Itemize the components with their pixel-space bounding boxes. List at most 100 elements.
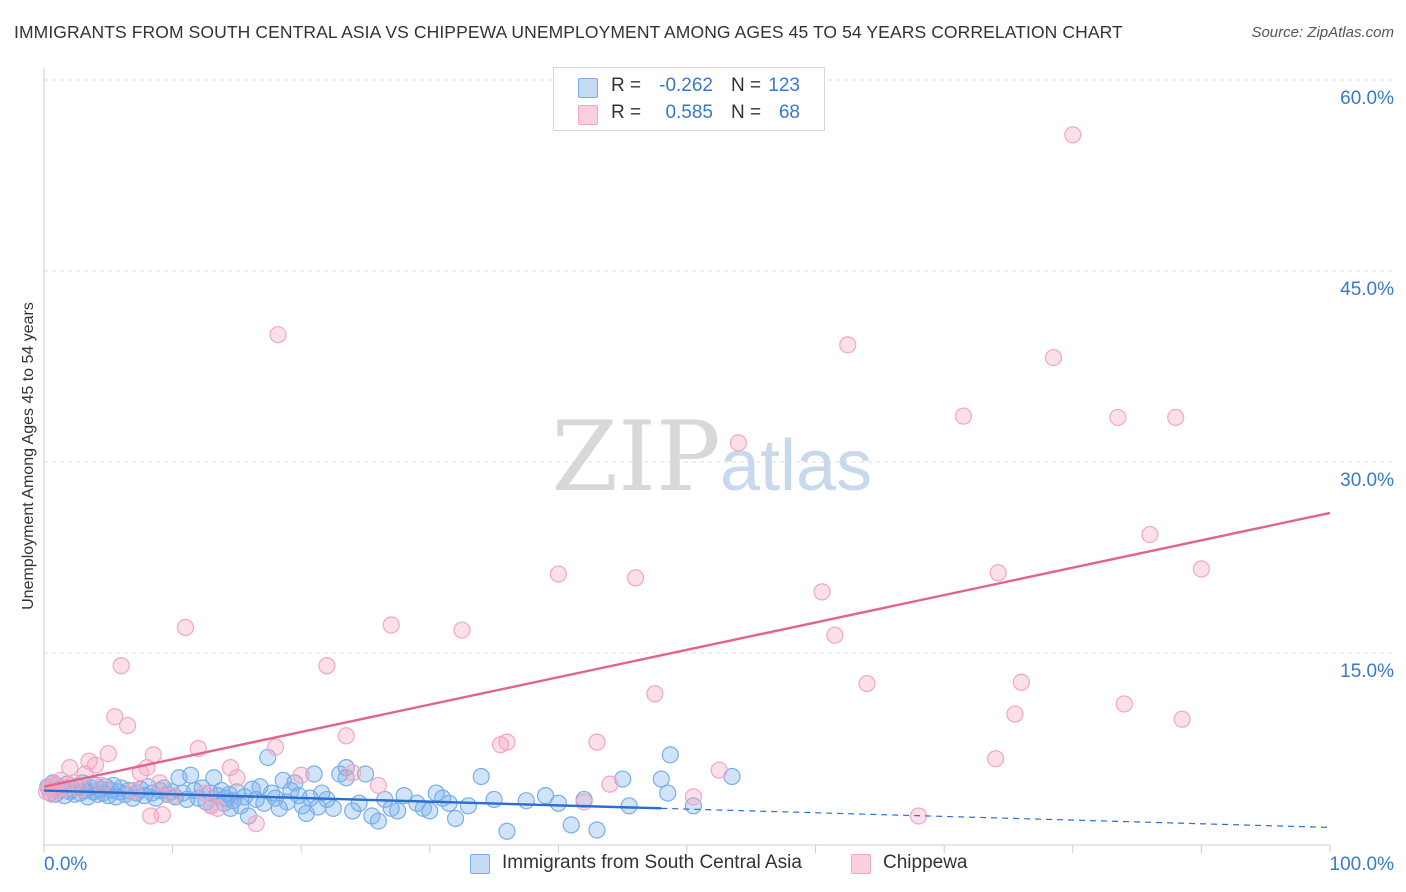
point-chippewa: [71, 780, 89, 798]
point-chippewa: [61, 758, 79, 777]
point-south-central-asia: [472, 767, 490, 786]
x-tick-label-min: 0.0%: [44, 854, 87, 875]
point-chippewa: [269, 326, 287, 344]
legend-r-value: -0.262: [659, 75, 713, 96]
y-tick-label: 30.0%: [1340, 470, 1394, 491]
point-south-central-asia: [356, 765, 375, 783]
point-chippewa: [266, 738, 285, 756]
point-south-central-asia: [324, 799, 342, 817]
point-chippewa: [813, 583, 831, 601]
chart-title: IMMIGRANTS FROM SOUTH CENTRAL ASIA VS CH…: [14, 22, 1123, 42]
point-south-central-asia: [517, 792, 535, 810]
point-south-central-asia: [620, 797, 638, 815]
point-chippewa: [575, 793, 593, 811]
point-chippewa: [221, 758, 240, 777]
correlation-legend: R = -0.262 N = 123 R = 0.585 N = 68: [553, 67, 825, 131]
point-chippewa: [176, 618, 195, 637]
legend-swatch-blue: [578, 78, 598, 98]
legend-n-value: 68: [778, 102, 800, 123]
point-chippewa: [106, 708, 124, 726]
watermark-zip: ZIP: [551, 401, 720, 513]
legend-n-value: 123: [768, 75, 800, 96]
point-chippewa: [1109, 408, 1127, 427]
point-chippewa: [729, 434, 748, 452]
point-chippewa: [93, 776, 111, 795]
point-chippewa: [453, 621, 471, 639]
point-chippewa: [86, 756, 105, 774]
point-chippewa: [1167, 408, 1185, 427]
point-south-central-asia: [549, 794, 568, 812]
bottom-legend-label: Chippewa: [883, 852, 968, 873]
legend-row-series-1: R = -0.262 N = 123: [554, 74, 824, 100]
point-chippewa: [1192, 560, 1211, 578]
point-chippewa: [99, 744, 117, 763]
point-chippewa: [549, 565, 568, 583]
point-chippewa: [228, 769, 246, 787]
point-chippewa: [1044, 348, 1063, 367]
legend-row-series-2: R = 0.585 N = 68: [554, 101, 824, 127]
bottom-legend-label: Immigrants from South Central Asia: [502, 852, 802, 873]
point-chippewa: [337, 727, 355, 745]
source-text: Source: ZipAtlas.com: [1251, 24, 1394, 41]
bottom-legend-swatch-pink: [851, 854, 871, 874]
point-south-central-asia: [614, 770, 632, 788]
legend-r-value: 0.585: [665, 102, 713, 123]
legend-r-label: R =: [611, 75, 642, 96]
point-chippewa: [858, 674, 876, 693]
point-south-central-asia: [182, 766, 200, 784]
point-chippewa: [292, 766, 310, 784]
trend-line-south-central-asia: [43, 789, 662, 810]
legend-r-label: R =: [611, 102, 642, 123]
y-tick-label: 60.0%: [1340, 88, 1394, 109]
point-chippewa: [164, 787, 182, 805]
point-south-central-asia: [205, 769, 223, 787]
tick-labels: 0.0% 100.0% 15.0% 30.0% 45.0% 60.0%: [44, 88, 1394, 875]
point-chippewa: [646, 685, 664, 703]
point-chippewa: [498, 733, 516, 751]
point-chippewa: [1064, 126, 1082, 144]
point-south-central-asia: [369, 812, 387, 830]
point-chippewa: [826, 626, 844, 644]
point-chippewa: [601, 775, 619, 793]
legend-n-label: N =: [731, 102, 762, 123]
x-tick-label-max: 100.0%: [1330, 854, 1395, 875]
legend-n-label: N =: [731, 75, 762, 96]
point-south-central-asia: [588, 821, 606, 839]
point-chippewa: [118, 716, 137, 735]
y-tick-label: 45.0%: [1340, 279, 1394, 300]
point-chippewa: [1141, 525, 1159, 544]
point-chippewa: [588, 733, 606, 751]
point-chippewa: [112, 657, 130, 675]
point-south-central-asia: [305, 765, 323, 783]
point-south-central-asia: [421, 802, 439, 820]
point-chippewa: [710, 761, 728, 779]
point-chippewa: [151, 774, 169, 792]
legend-swatch-pink: [578, 105, 598, 125]
point-south-central-asia: [536, 787, 555, 805]
point-chippewa: [684, 788, 703, 806]
trend-lines: [43, 511, 1331, 829]
point-chippewa: [1115, 695, 1133, 713]
point-chippewa: [209, 799, 227, 817]
axes: [43, 68, 1331, 853]
point-south-central-asia: [446, 809, 465, 828]
point-chippewa: [954, 407, 973, 425]
point-south-central-asia: [485, 790, 503, 809]
point-chippewa: [989, 564, 1007, 582]
y-tick-label: 15.0%: [1340, 661, 1394, 682]
point-south-central-asia: [498, 822, 516, 840]
watermark: ZIP atlas: [551, 401, 872, 513]
point-south-central-asia: [389, 802, 407, 820]
point-chippewa: [144, 746, 162, 764]
point-south-central-asia: [652, 770, 670, 788]
point-chippewa: [987, 750, 1005, 768]
point-chippewa: [369, 776, 387, 795]
point-chippewa: [125, 781, 143, 800]
point-south-central-asia: [659, 784, 677, 802]
bottom-legend-swatch-blue: [470, 854, 490, 874]
point-chippewa: [1012, 673, 1030, 691]
point-south-central-asia: [459, 797, 477, 815]
point-chippewa: [626, 569, 645, 587]
trend-line-extension: [661, 807, 1331, 829]
